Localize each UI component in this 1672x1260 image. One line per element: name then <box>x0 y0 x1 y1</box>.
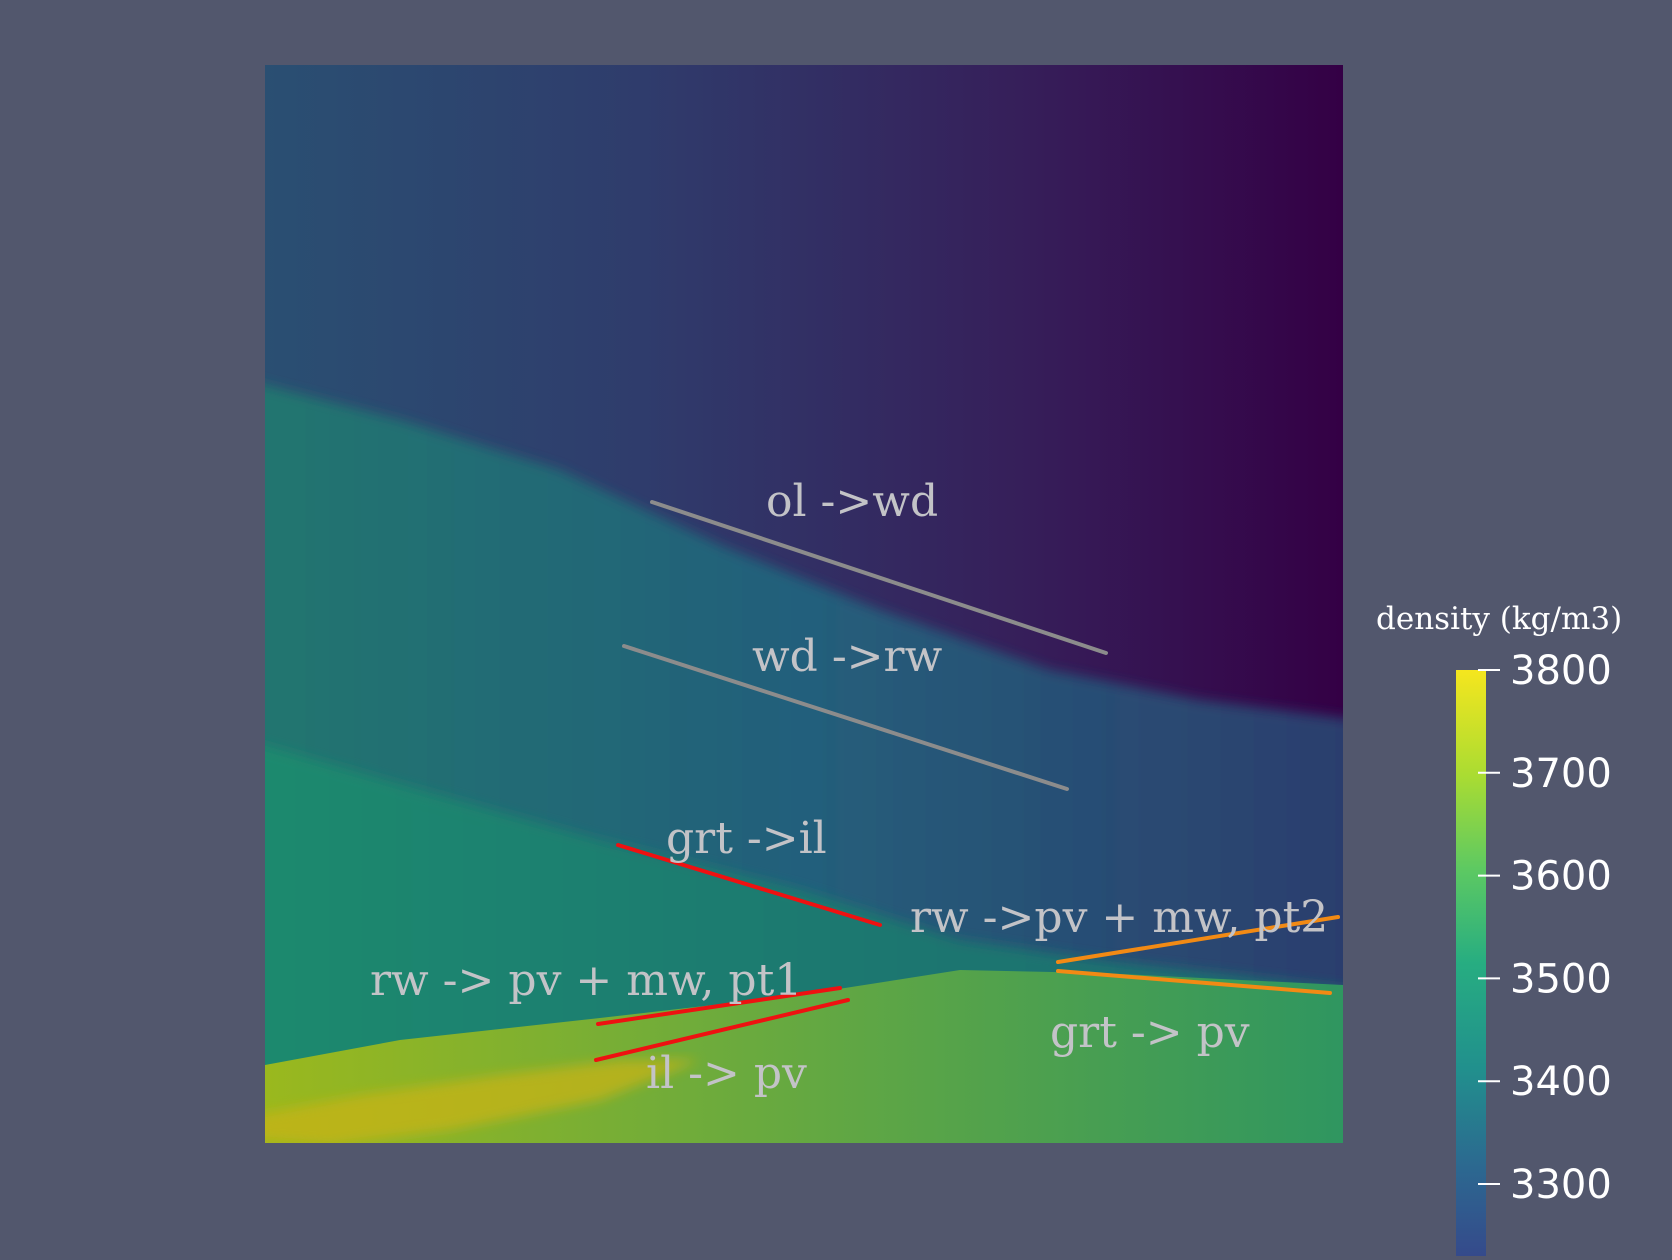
phase-boundary-line <box>1056 915 1340 964</box>
phase-boundary-label: ol ->wd <box>766 476 938 527</box>
colorbar-tick-label: 3800 <box>1510 648 1612 694</box>
colorbar-ticks: 3800 3700 3600 3500 3400 3300 <box>1478 648 1612 1208</box>
phase-boundary-line <box>1056 969 1332 995</box>
phase-boundaries <box>594 500 1340 1062</box>
colorbar-tick-label: 3600 <box>1510 854 1612 900</box>
phase-boundary-label: rw -> pv + mw, pt1 <box>370 955 802 1006</box>
colorbar: density (kg/m3) 3800 3700 3600 3500 3400 3300 <box>1376 601 1622 1256</box>
colorbar-tick-label: 3500 <box>1510 956 1612 1002</box>
colorbar-tick-label: 3300 <box>1510 1162 1612 1208</box>
phase-boundary-line <box>622 644 1069 791</box>
phase-boundary-line <box>650 500 1108 655</box>
phase-boundary-line <box>594 998 850 1062</box>
phase-boundary-label: rw ->pv + mw, pt2 <box>910 892 1328 943</box>
phase-boundary-line <box>616 843 882 927</box>
field-shallow-high-density <box>265 1060 700 1143</box>
phase-boundary-label: grt ->il <box>666 813 827 864</box>
phase-boundary-label: il -> pv <box>646 1048 807 1099</box>
phase-labels: ol ->wd wd ->rw grt ->il rw -> pv + mw, pt1… <box>370 476 1328 1099</box>
colorbar-gradient <box>1456 670 1486 1256</box>
phase-boundary-label: grt -> pv <box>1050 1007 1250 1058</box>
phase-boundary-line <box>596 986 842 1026</box>
phase-boundary-label: wd ->rw <box>752 631 943 682</box>
colorbar-tick-label: 3700 <box>1510 751 1612 797</box>
colorbar-tick-label: 3400 <box>1510 1059 1612 1105</box>
colorbar-title: density (kg/m3) <box>1376 601 1622 637</box>
density-field <box>265 65 1343 1143</box>
